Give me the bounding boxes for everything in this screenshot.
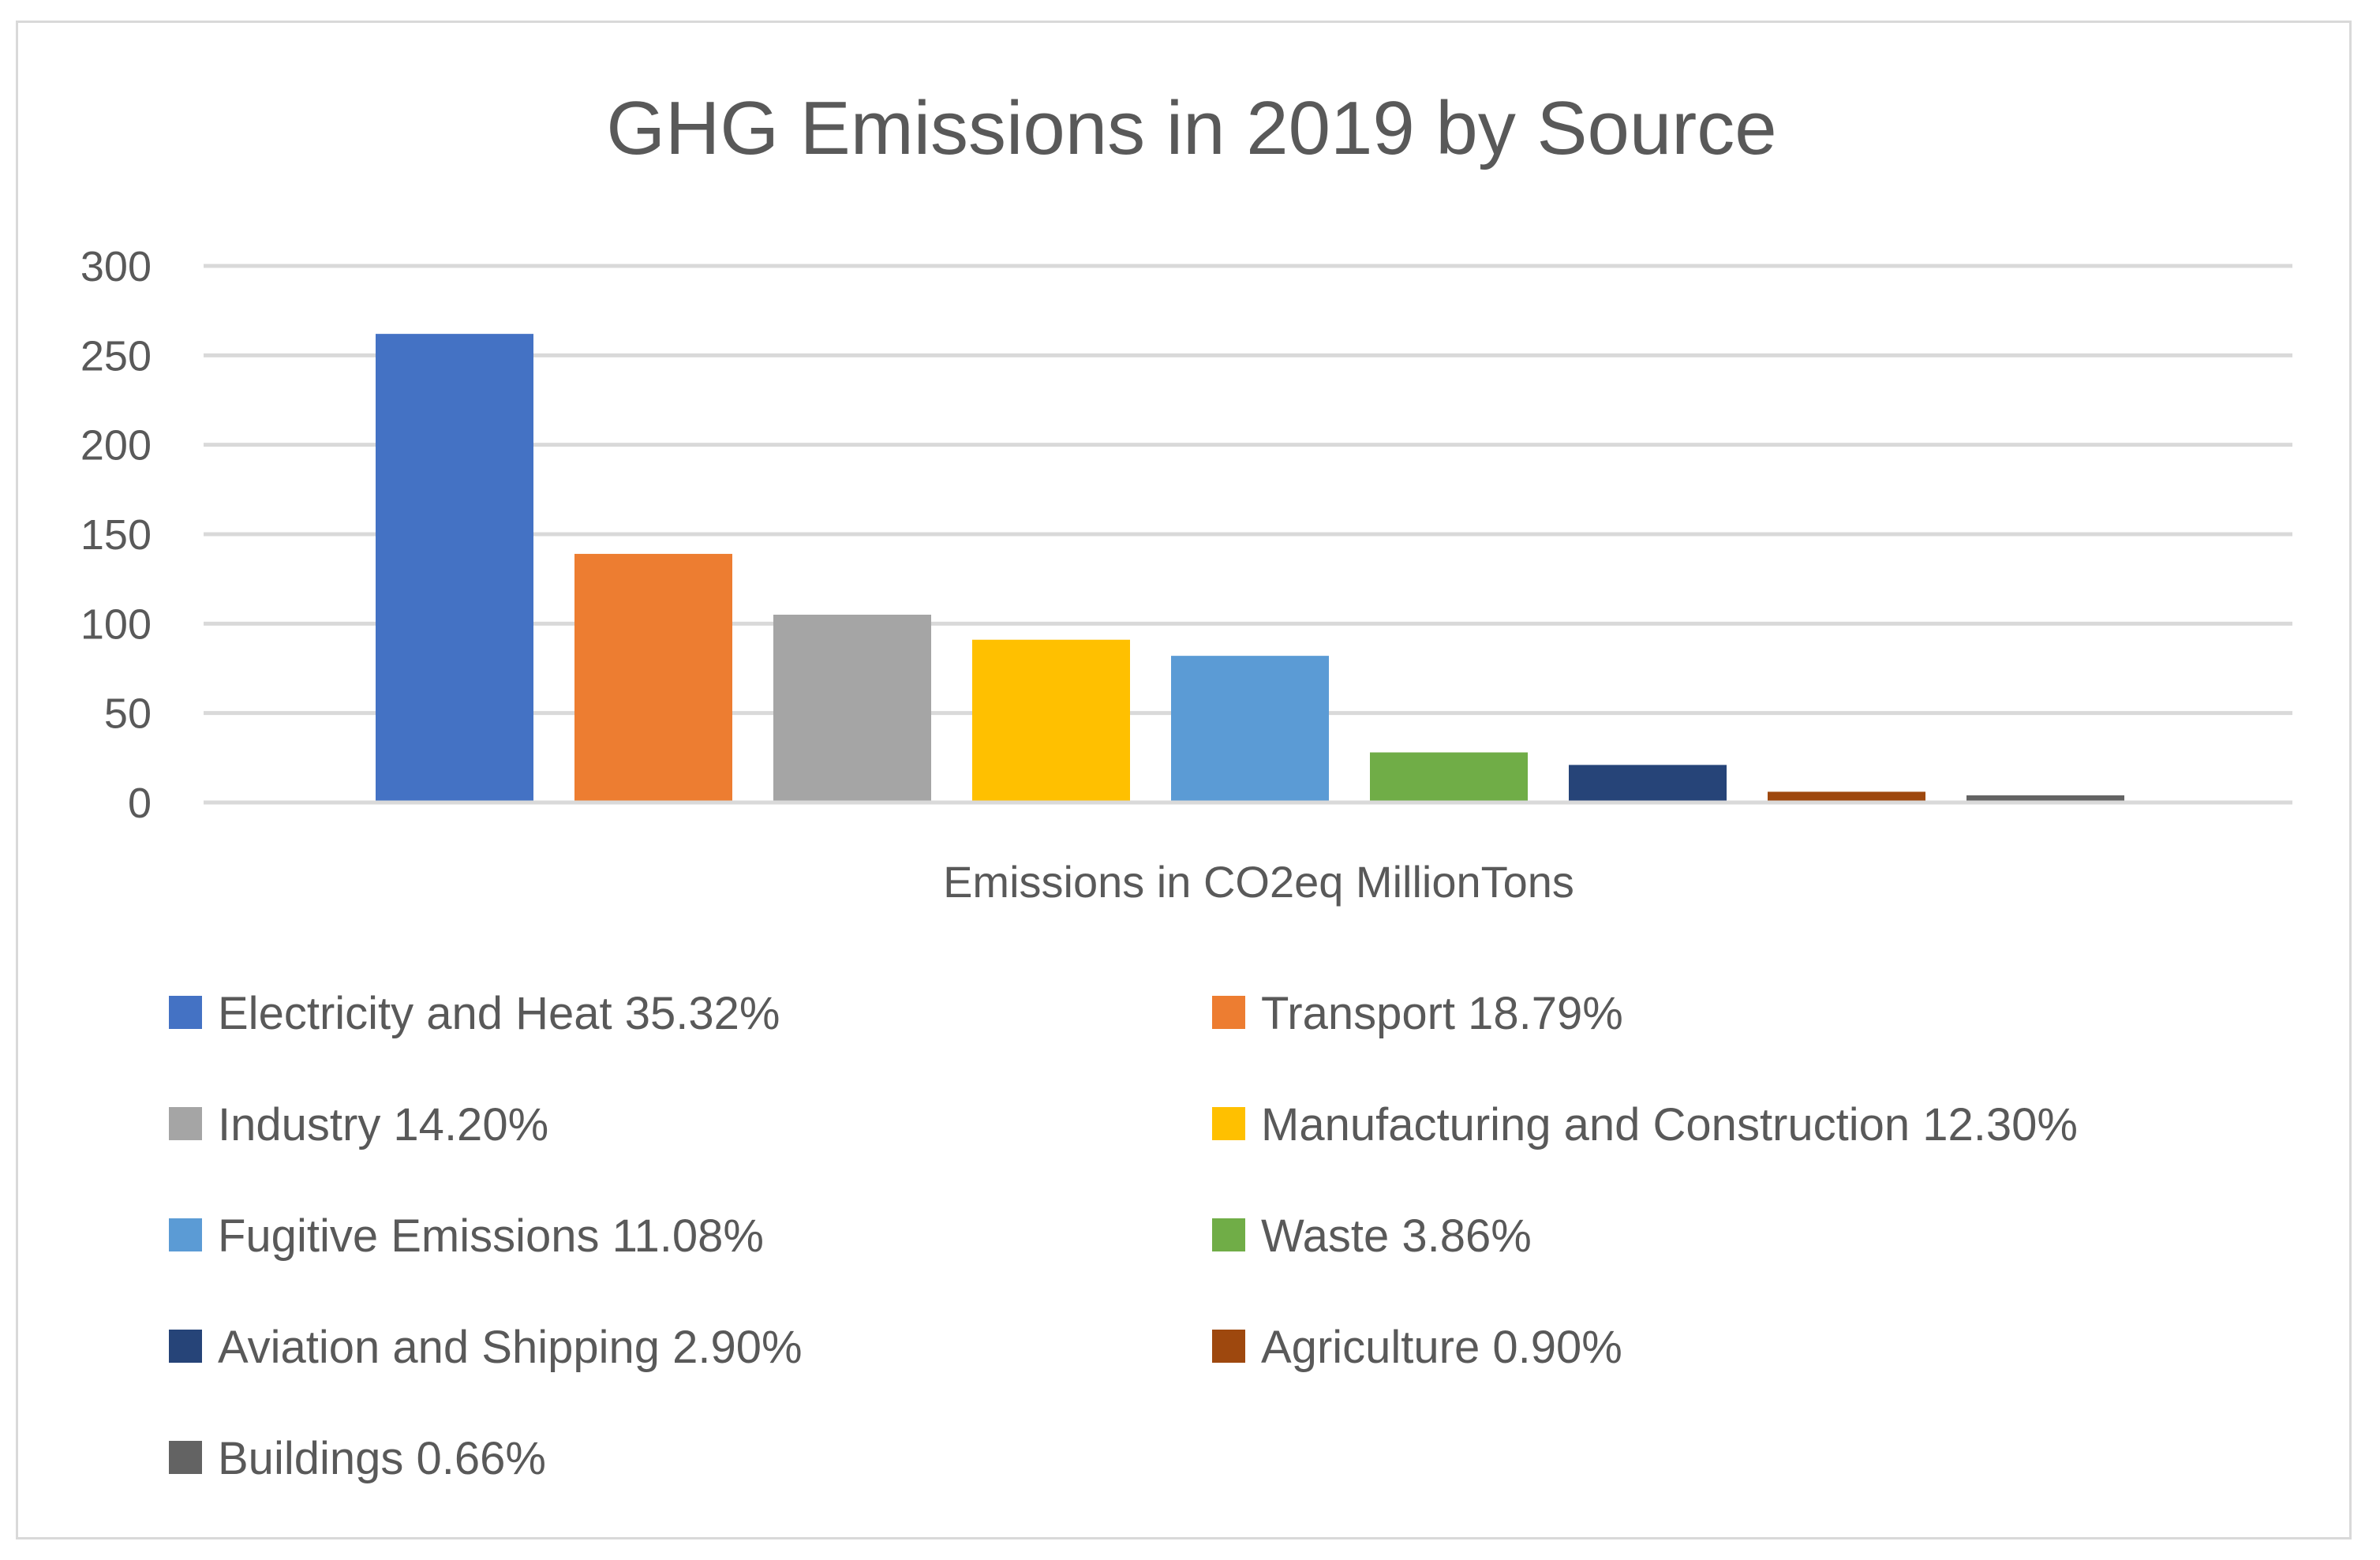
- bar: [1171, 656, 1329, 802]
- chart-title: GHG Emissions in 2019 by Source: [606, 86, 1776, 170]
- legend-label: Agriculture 0.90%: [1261, 1322, 1622, 1373]
- legend: Electricity and Heat 35.32% Transport 18.…: [169, 988, 2078, 1484]
- bar: [773, 615, 931, 802]
- gridlines: [204, 264, 2292, 716]
- bar: [574, 553, 732, 802]
- legend-swatch: [1212, 1330, 1245, 1363]
- bar: [972, 639, 1130, 802]
- legend-swatch: [1212, 1107, 1245, 1140]
- legend-label: Transport 18.79%: [1261, 988, 1623, 1039]
- legend-swatch: [1212, 1218, 1245, 1251]
- y-tick-label: 200: [80, 422, 152, 469]
- y-tick-label: 300: [80, 243, 152, 290]
- legend-label: Industry 14.20%: [218, 1099, 548, 1150]
- bar: [1370, 752, 1528, 802]
- legend-swatch: [169, 1330, 202, 1363]
- legend-label: Aviation and Shipping 2.90%: [218, 1322, 803, 1373]
- legend-swatch: [169, 996, 202, 1029]
- bars: [376, 334, 2124, 803]
- legend-label: Buildings 0.66%: [218, 1433, 546, 1484]
- legend-label: Fugitive Emissions 11.08%: [218, 1210, 764, 1262]
- y-tick-label: 0: [128, 780, 152, 827]
- bar: [1768, 791, 1925, 802]
- bar: [376, 334, 533, 803]
- legend-swatch: [169, 1107, 202, 1140]
- legend-label: Waste 3.86%: [1261, 1210, 1532, 1262]
- legend-label: Electricity and Heat 35.32%: [218, 988, 780, 1039]
- bar: [1569, 765, 1727, 802]
- y-tick-label: 50: [104, 690, 152, 738]
- legend-label: Manufacturing and Construction 12.30%: [1261, 1099, 2078, 1150]
- legend-swatch: [1212, 996, 1245, 1029]
- y-axis-ticks: 0 50 100 150 200 250 300: [80, 243, 152, 827]
- y-tick-label: 150: [80, 511, 152, 559]
- bar: [1966, 795, 2124, 802]
- legend-swatch: [169, 1218, 202, 1251]
- y-tick-label: 250: [80, 332, 152, 380]
- legend-swatch: [169, 1441, 202, 1474]
- x-axis-label: Emissions in CO2eq MillionTons: [943, 857, 1574, 907]
- y-tick-label: 100: [80, 600, 152, 648]
